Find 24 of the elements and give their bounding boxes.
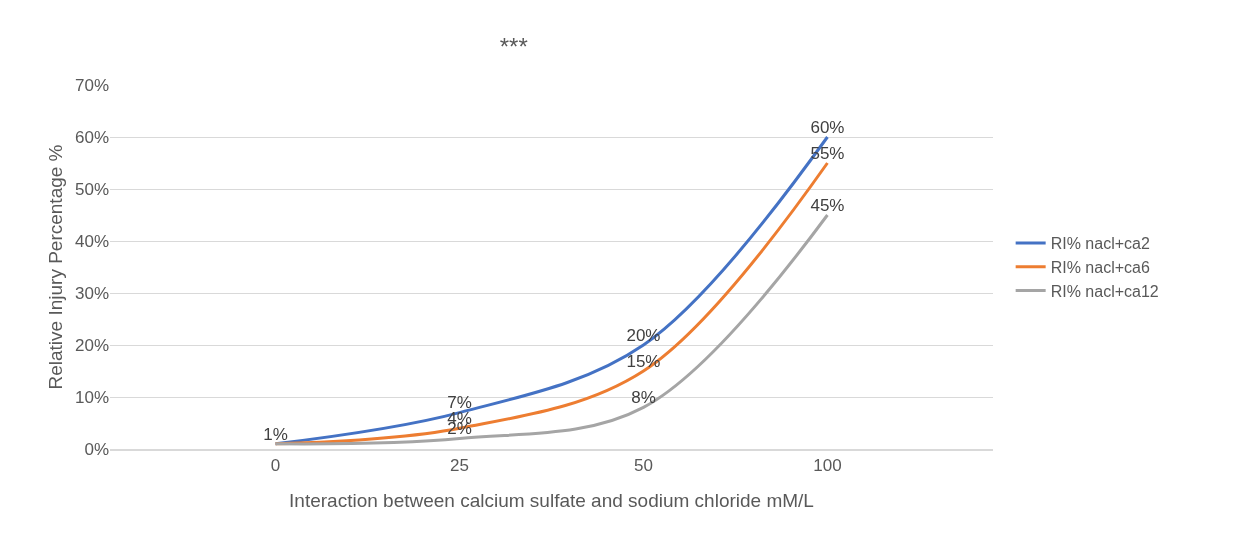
x-tick-label: 25 [450, 455, 469, 475]
y-tick-label: 10% [74, 387, 109, 407]
x-axis-title: Interaction between calcium sulfate and sodium chloride mM/L [289, 490, 814, 512]
x-tick-label: 100 [813, 455, 842, 475]
data-label: 8% [631, 388, 656, 408]
y-tick-label: 60% [74, 127, 109, 147]
data-label: 60% [810, 117, 845, 137]
y-tick-label: 40% [74, 231, 109, 251]
chart-title: *** [499, 32, 528, 60]
y-tick-label: 0% [84, 439, 109, 459]
y-tick-label: 30% [74, 283, 109, 303]
y-tick-label: 70% [74, 75, 109, 95]
x-tick-label: 50 [634, 455, 653, 475]
legend-label: RI% nacl+ca6 [1050, 258, 1150, 276]
legend-label: RI% nacl+ca2 [1050, 235, 1150, 253]
data-label: 15% [626, 351, 661, 371]
data-label: 1% [263, 424, 288, 444]
x-tick-label: 0 [270, 455, 281, 475]
y-axis-title: Relative Injury Percentage % [45, 144, 66, 390]
y-tick-label: 50% [74, 179, 109, 199]
data-label: 7% [447, 393, 472, 413]
legend-label: RI% nacl+ca12 [1050, 282, 1159, 300]
data-label: 45% [810, 195, 845, 215]
y-tick-label: 20% [74, 335, 109, 355]
